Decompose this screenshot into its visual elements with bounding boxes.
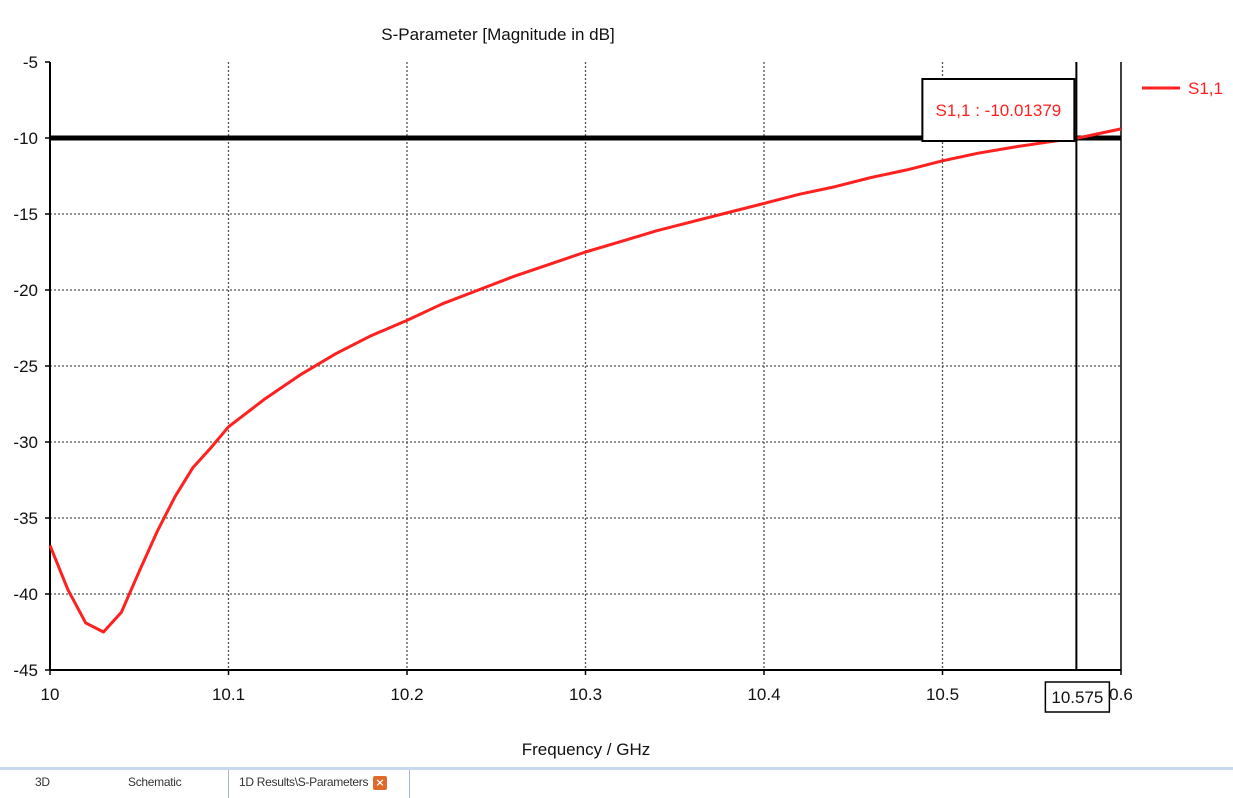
- marker[interactable]: S1,1 : -10.01379 10.575: [921, 62, 1111, 713]
- marker-value-box: [921, 78, 1076, 142]
- x-tick-label: 10.5: [926, 685, 959, 704]
- x-tick-label: 10: [41, 685, 60, 704]
- x-tick-label: 10.2: [390, 685, 423, 704]
- y-tick-label: -5: [23, 53, 38, 72]
- legend-label: S1,1: [1188, 79, 1223, 98]
- chart-title: S-Parameter [Magnitude in dB]: [381, 25, 614, 44]
- y-axis-ticks: -5 -10 -15 -20 -25 -30 -35 -40 -45: [13, 53, 50, 680]
- marker-x-label: 10.575: [1051, 688, 1103, 707]
- x-tick-label: 10.4: [747, 685, 780, 704]
- y-tick-label: -30: [13, 433, 38, 452]
- x-tick-label: 10.1: [212, 685, 245, 704]
- y-tick-label: -35: [13, 509, 38, 528]
- tab-bar: 3D Schematic 1D Results\S-Parameters ×: [0, 767, 1233, 798]
- x-tick-label: 0.6: [1109, 685, 1133, 704]
- chart: S-Parameter [Magnitude in dB] -5 -10 -15 -2…: [13, 25, 1223, 759]
- tab-bar-border: [0, 767, 1233, 770]
- x-axis-ticks: 10 10.1 10.2 10.3 10.4 10.5 0.6: [41, 670, 1133, 704]
- y-tick-label: -10: [13, 129, 38, 148]
- marker-value-label: S1,1 : -10.01379: [936, 101, 1062, 120]
- y-tick-label: -45: [13, 661, 38, 680]
- series-layer: [48, 127, 1122, 634]
- grid: [50, 62, 1121, 670]
- y-tick-label: -15: [13, 205, 38, 224]
- series-line-s11: [48, 127, 1122, 634]
- marker-x-box: [1044, 681, 1111, 713]
- tab-1d-results-label: 1D Results\S-Parameters: [239, 775, 369, 789]
- x-tick-label: 10.3: [569, 685, 602, 704]
- tab-1d-results[interactable]: 1D Results\S-Parameters ×: [228, 770, 410, 798]
- y-tick-label: -40: [13, 585, 38, 604]
- tab-3d[interactable]: 3D: [35, 775, 50, 789]
- close-icon[interactable]: ×: [373, 776, 387, 790]
- x-axis-label: Frequency / GHz: [522, 740, 651, 759]
- y-tick-label: -25: [13, 357, 38, 376]
- legend: S1,1: [1142, 79, 1223, 98]
- y-tick-label: -20: [13, 281, 38, 300]
- tab-schematic[interactable]: Schematic: [128, 775, 182, 789]
